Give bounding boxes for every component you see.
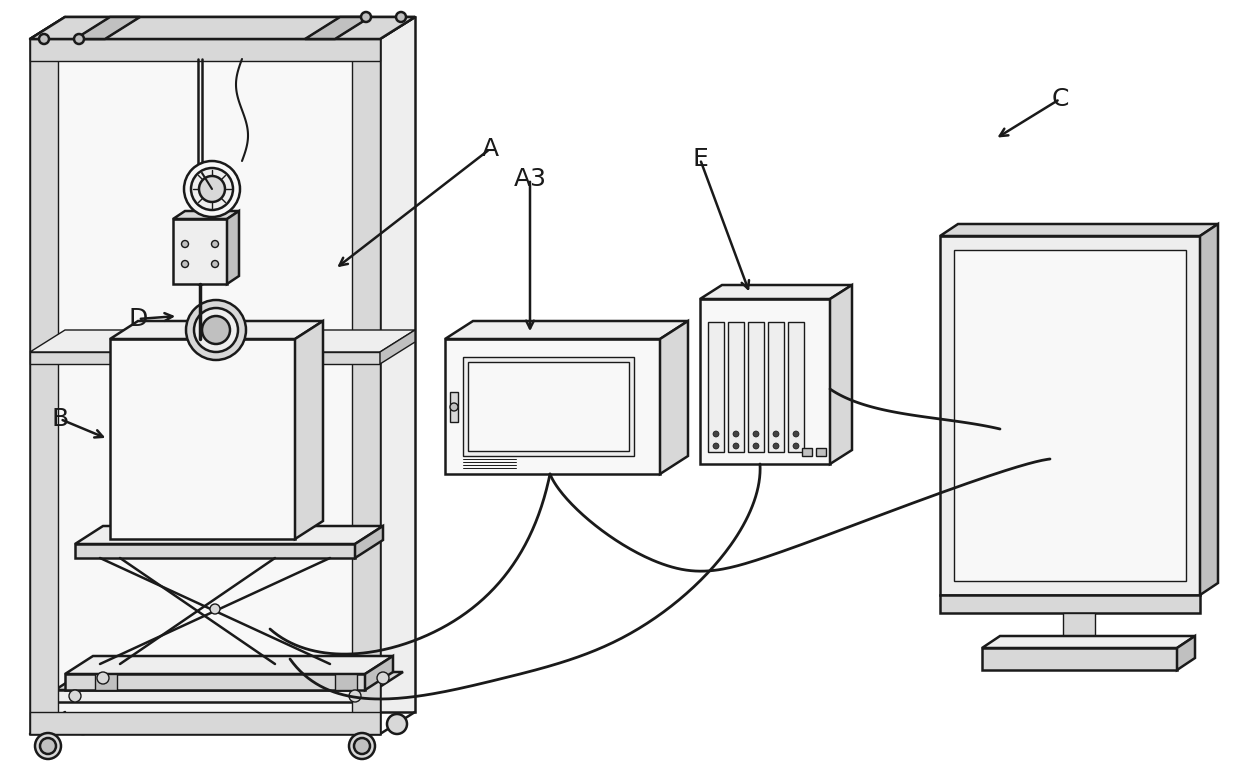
Circle shape xyxy=(773,443,779,449)
Polygon shape xyxy=(768,322,784,452)
Polygon shape xyxy=(450,392,458,422)
Circle shape xyxy=(794,431,799,437)
Polygon shape xyxy=(1063,613,1095,648)
Polygon shape xyxy=(982,636,1195,648)
Text: E: E xyxy=(692,147,708,171)
Circle shape xyxy=(773,431,779,437)
Polygon shape xyxy=(830,285,852,464)
Text: A3: A3 xyxy=(513,167,547,191)
Circle shape xyxy=(387,714,407,734)
Circle shape xyxy=(212,241,218,248)
Circle shape xyxy=(210,604,219,614)
Circle shape xyxy=(348,690,361,702)
Circle shape xyxy=(181,241,188,248)
Text: D: D xyxy=(128,307,148,331)
Circle shape xyxy=(38,34,50,44)
Polygon shape xyxy=(701,285,852,299)
Polygon shape xyxy=(55,672,403,690)
Polygon shape xyxy=(64,17,415,712)
Circle shape xyxy=(184,161,241,217)
Polygon shape xyxy=(30,712,379,734)
Polygon shape xyxy=(954,250,1185,581)
Polygon shape xyxy=(30,330,415,352)
Circle shape xyxy=(450,403,458,411)
Polygon shape xyxy=(445,339,660,474)
Polygon shape xyxy=(110,339,295,539)
Polygon shape xyxy=(335,674,357,690)
Text: A: A xyxy=(481,137,498,161)
Polygon shape xyxy=(463,357,634,456)
Polygon shape xyxy=(802,448,812,456)
Circle shape xyxy=(186,300,246,360)
Polygon shape xyxy=(940,224,1218,236)
Circle shape xyxy=(97,672,109,684)
Polygon shape xyxy=(1200,224,1218,595)
Circle shape xyxy=(202,316,229,344)
Polygon shape xyxy=(728,322,744,452)
Circle shape xyxy=(396,12,405,22)
Polygon shape xyxy=(365,656,393,690)
Polygon shape xyxy=(701,299,830,464)
Text: B: B xyxy=(51,407,68,431)
Polygon shape xyxy=(940,595,1200,613)
Polygon shape xyxy=(30,39,58,734)
Circle shape xyxy=(193,308,238,352)
Circle shape xyxy=(753,431,759,437)
Circle shape xyxy=(181,261,188,268)
Circle shape xyxy=(377,672,389,684)
Polygon shape xyxy=(74,544,355,558)
Polygon shape xyxy=(295,321,322,539)
Circle shape xyxy=(212,261,218,268)
Polygon shape xyxy=(940,236,1200,595)
Text: C: C xyxy=(1052,87,1069,111)
Circle shape xyxy=(794,443,799,449)
Polygon shape xyxy=(660,321,688,474)
Polygon shape xyxy=(110,321,322,339)
Polygon shape xyxy=(64,656,393,674)
Circle shape xyxy=(348,733,374,759)
Polygon shape xyxy=(1177,636,1195,670)
Polygon shape xyxy=(787,322,804,452)
Circle shape xyxy=(713,431,719,437)
Polygon shape xyxy=(355,526,383,558)
Polygon shape xyxy=(64,674,365,690)
Polygon shape xyxy=(379,330,415,364)
Polygon shape xyxy=(30,17,415,39)
Polygon shape xyxy=(74,526,383,544)
Polygon shape xyxy=(352,39,379,734)
Polygon shape xyxy=(55,690,374,702)
Polygon shape xyxy=(74,17,140,39)
Circle shape xyxy=(733,443,739,449)
Circle shape xyxy=(733,431,739,437)
Circle shape xyxy=(353,738,370,754)
Polygon shape xyxy=(174,211,239,219)
Circle shape xyxy=(74,34,84,44)
Polygon shape xyxy=(30,352,379,364)
Circle shape xyxy=(198,176,224,202)
Polygon shape xyxy=(30,17,415,39)
Polygon shape xyxy=(445,321,688,339)
Polygon shape xyxy=(95,674,117,690)
Circle shape xyxy=(361,12,371,22)
Polygon shape xyxy=(708,322,724,452)
Circle shape xyxy=(40,738,56,754)
Polygon shape xyxy=(227,211,239,284)
Circle shape xyxy=(713,443,719,449)
Circle shape xyxy=(35,733,61,759)
Polygon shape xyxy=(305,17,370,39)
Polygon shape xyxy=(174,219,227,284)
Polygon shape xyxy=(467,362,629,451)
Polygon shape xyxy=(982,648,1177,670)
Circle shape xyxy=(73,714,93,734)
Circle shape xyxy=(69,690,81,702)
Circle shape xyxy=(191,168,233,210)
Polygon shape xyxy=(30,39,379,61)
Polygon shape xyxy=(30,39,379,734)
Circle shape xyxy=(753,443,759,449)
Polygon shape xyxy=(816,448,826,456)
Polygon shape xyxy=(748,322,764,452)
